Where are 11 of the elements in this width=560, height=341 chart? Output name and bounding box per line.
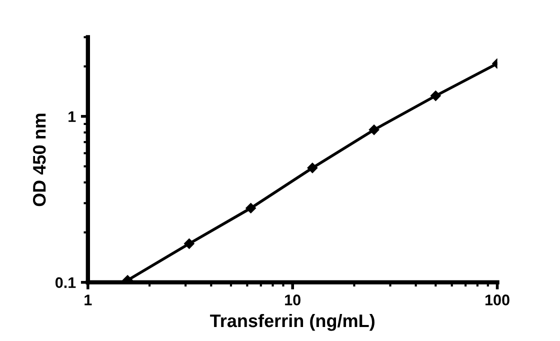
x-tick-label: 10 — [285, 294, 300, 306]
x-tick-label: 1 — [84, 294, 92, 306]
point — [184, 238, 194, 249]
y-tick-label: 0.1 — [55, 277, 76, 288]
y-axis-title: OD 450 nm — [32, 114, 46, 206]
x-tick-label: 100 — [486, 294, 510, 306]
point — [246, 203, 256, 214]
x-axis-title: Transferrin (ng/mL) — [210, 314, 374, 331]
point — [307, 162, 318, 174]
point — [430, 90, 441, 101]
point — [368, 124, 380, 135]
